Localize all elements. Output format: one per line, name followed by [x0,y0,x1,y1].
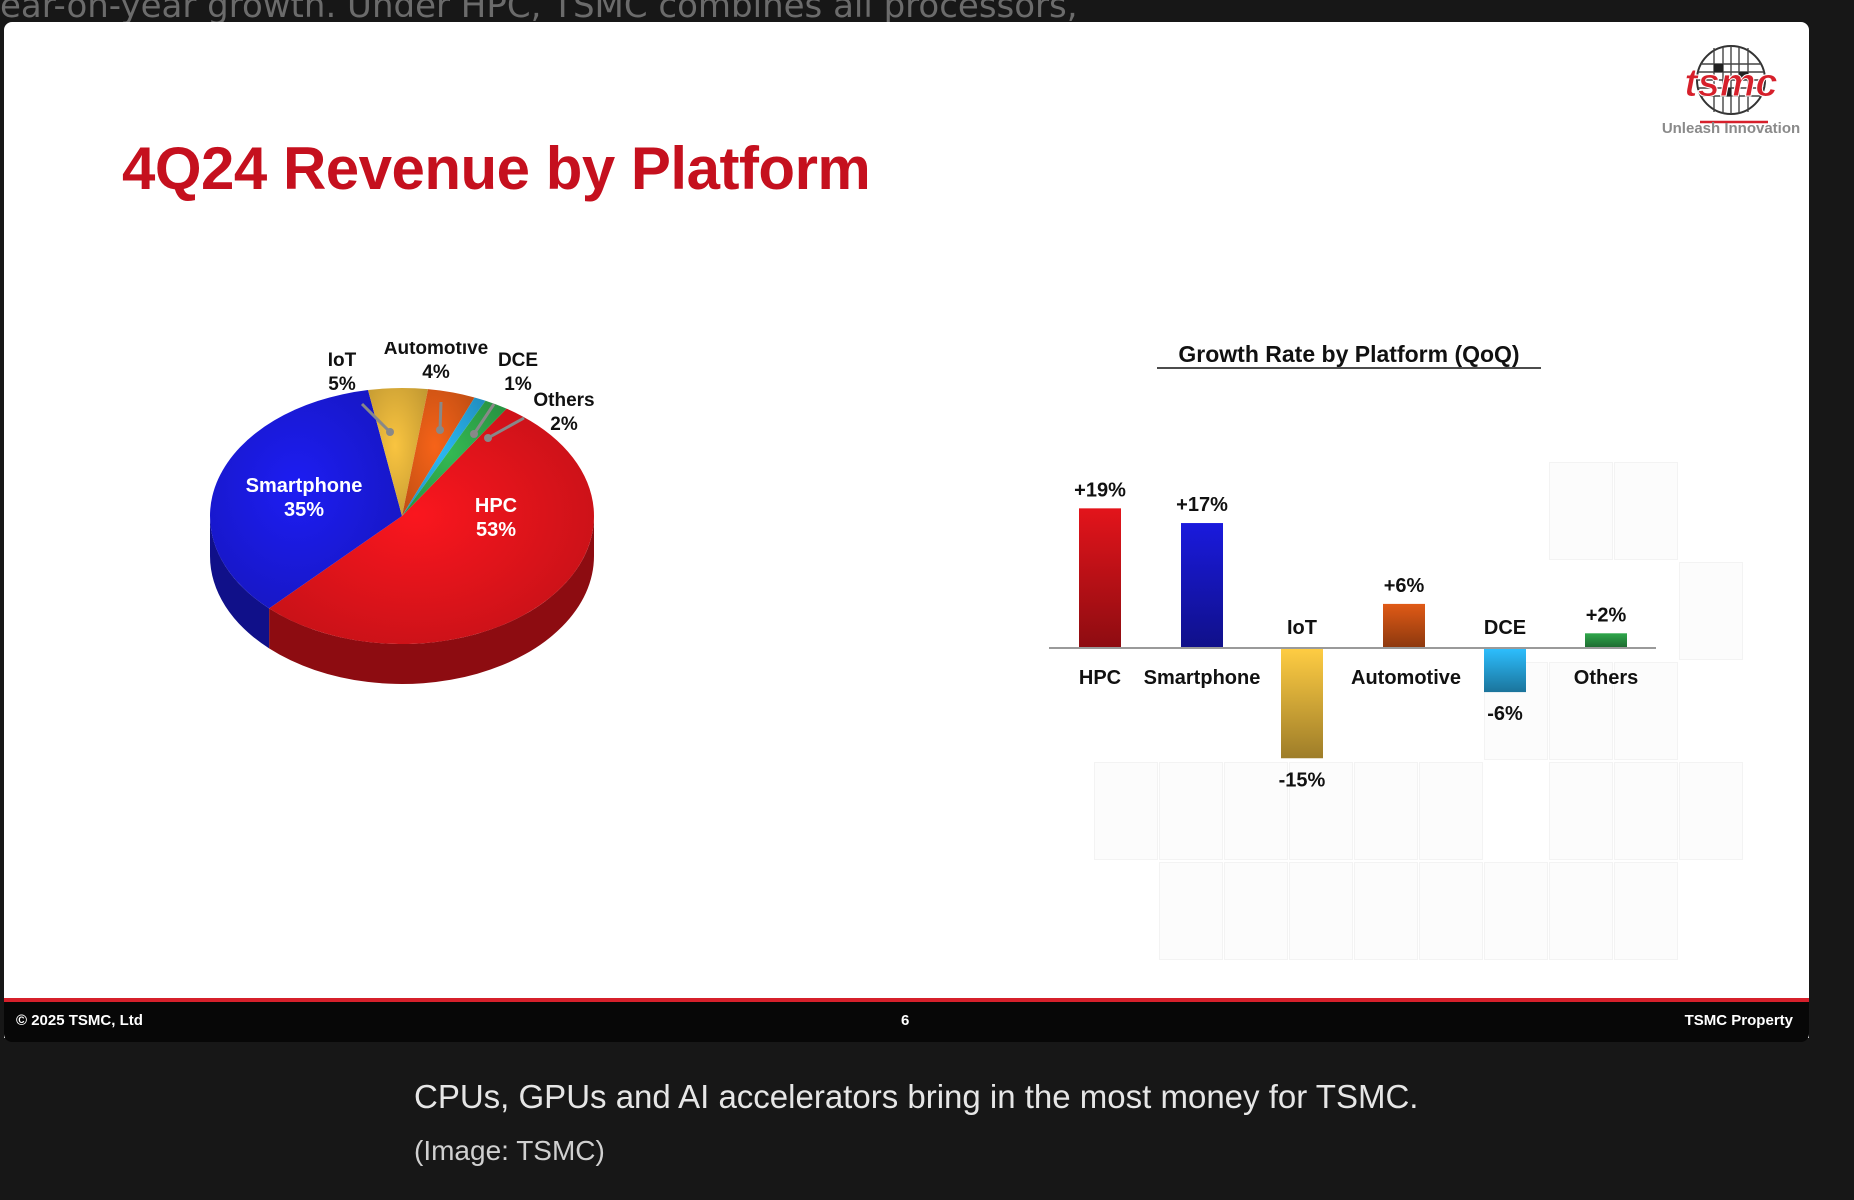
bar-category-dce: DCE [1484,617,1526,639]
bar-category-automotive: Automotive [1351,667,1461,689]
bar-value-hpc: +19% [1074,479,1126,501]
bar-value-iot: -15% [1279,769,1326,791]
pie-label-smartphone: Smartphone [246,475,363,497]
bar-automotive [1383,603,1425,648]
pie-slice-smartphone [210,390,402,609]
footer-page-number: 6 [901,1012,910,1029]
tagline: Unleash Innovation [1661,120,1801,137]
pie-label-dce: DCE [498,350,538,371]
pie-slice-side-smartphone [210,516,270,649]
bar-value-others: +2% [1586,604,1627,626]
slide: 4Q24 Revenue by Platform tsmc Unleash In… [4,22,1809,1038]
logo-globe [1696,45,1766,115]
pie-leader-dot-dce [470,430,478,438]
pie-leader-dce [472,403,496,435]
footer-copyright: © 2025 TSMC, Ltd [16,1012,143,1029]
tsmc-logo: tsmc [1684,45,1778,124]
bar-value-automotive: +6% [1384,575,1425,597]
pie-slice-automotive [402,389,475,516]
bar-category-smartphone: Smartphone [1144,667,1261,689]
pie-value-automotive: 4% [422,362,450,383]
pie-leader-automotive [438,401,443,431]
pie-label-others: Others [533,390,594,411]
pie-leader-dot-iot [386,428,394,436]
bar-hpc [1079,508,1121,648]
pie-leader-dot-automotive [436,426,444,434]
pie-slice-side-hpc [269,516,594,684]
pie-label-iot: IoT [328,350,357,371]
logo-wordmark: tsmc [1684,61,1777,105]
pie-value-dce: 1% [504,374,532,395]
bar-chart-title: Growth Rate by Platform (QoQ) [1178,341,1519,367]
bar-value-smartphone: +17% [1176,494,1228,516]
bar-category-iot: IoT [1287,617,1317,639]
image-credit: (Image: TSMC) [414,1135,605,1166]
article-background-text: ear-on-year growth. Under HPC, TSMC comb… [0,0,1078,22]
bar-others [1585,633,1627,648]
pie-value-others: 2% [550,414,578,435]
pie-slice-dce [402,397,486,516]
pie-slice-hpc [269,408,594,644]
slide-footer: © 2025 TSMC, Ltd 6 TSMC Property [4,998,1809,1042]
growth-bar-chart: Growth Rate by Platform (QoQ) +19% HPC +17%… [1049,341,1656,791]
bar-category-others: Others [1574,667,1638,689]
bar-category-hpc: HPC [1079,667,1121,689]
pie-slice-others [402,400,507,516]
pie-label-hpc: HPC [475,495,517,517]
pie-value-hpc: 53% [476,519,516,541]
pie-leader-others [487,416,525,440]
bar-dce [1484,648,1526,693]
slide-title: 4Q24 Revenue by Platform [122,135,871,202]
pie-value-iot: 5% [328,374,356,395]
footer-property: TSMC Property [1684,1012,1793,1029]
bar-smartphone [1181,523,1223,648]
pie-leader-dot-others [484,434,492,442]
pie-slice-iot [367,388,429,516]
image-caption: CPUs, GPUs and AI accelerators bring in … [414,1078,1419,1115]
pie-value-smartphone: 35% [284,499,324,521]
pie-leader-iot [360,402,392,434]
bar-value-dce: -6% [1487,703,1523,725]
pie-label-automotive: Automotive [384,342,489,359]
bar-iot [1281,648,1323,759]
